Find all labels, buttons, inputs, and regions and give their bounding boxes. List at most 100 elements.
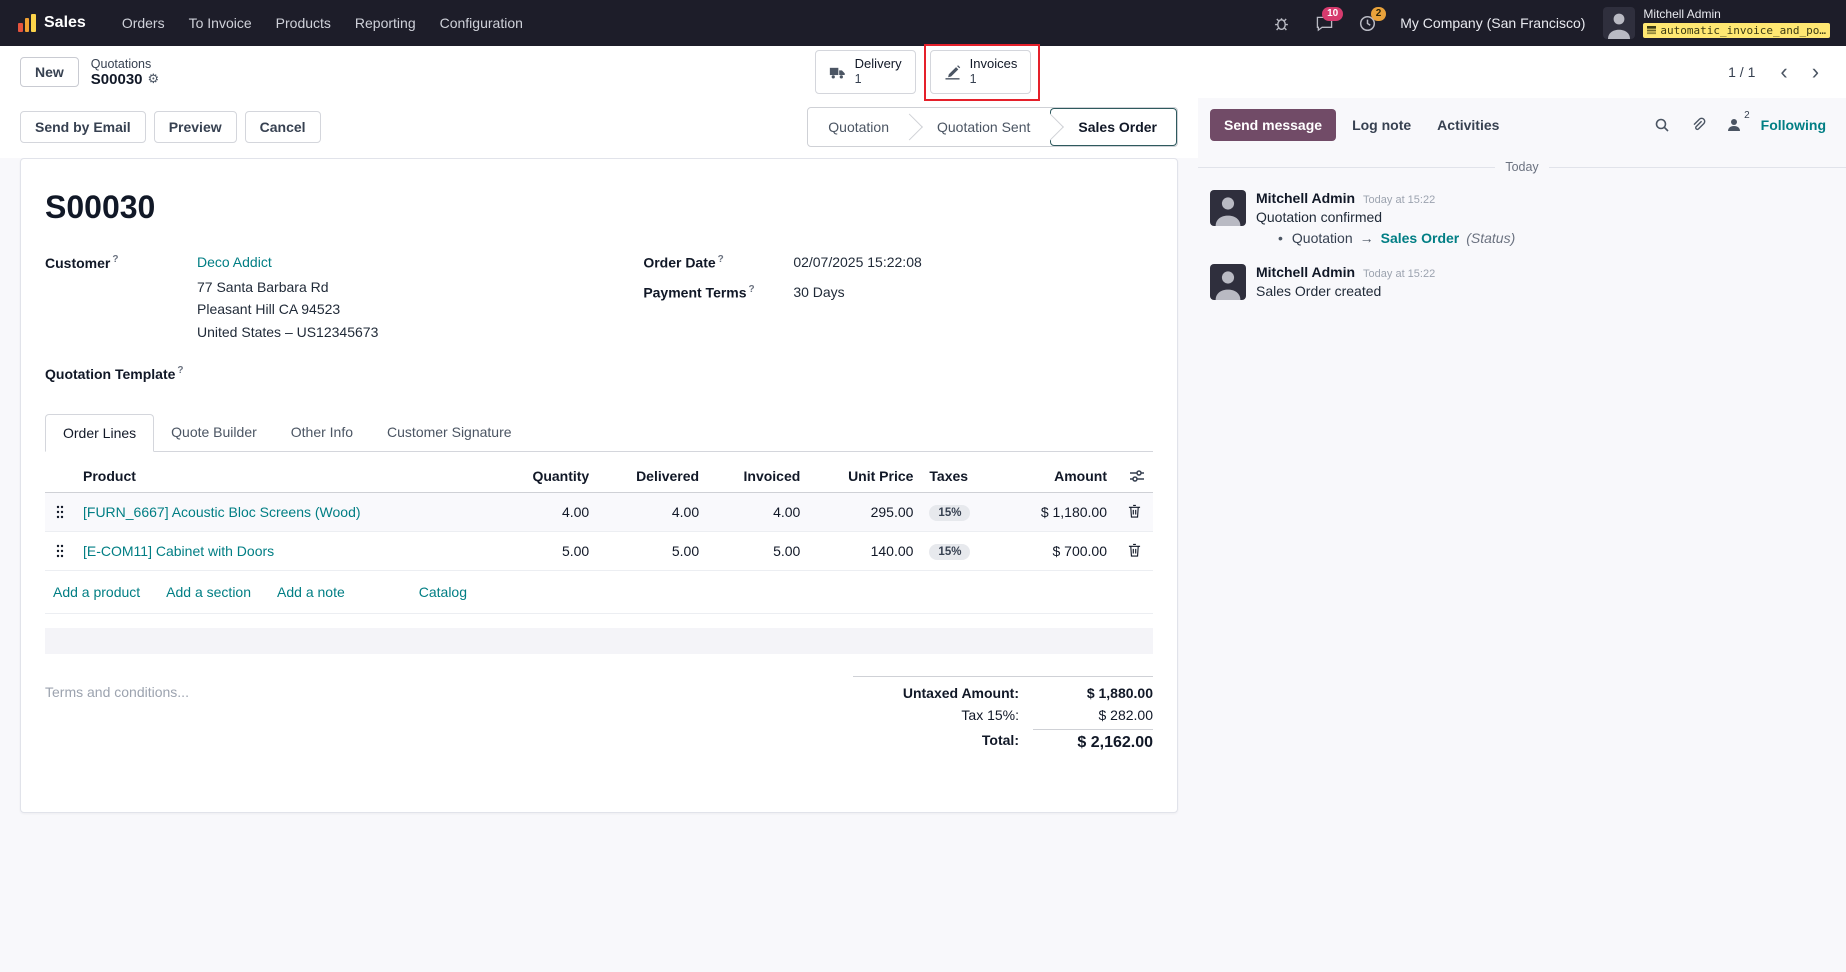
- tab-order-lines[interactable]: Order Lines: [45, 413, 155, 452]
- database-icon: [1647, 26, 1657, 35]
- pager-previous-icon[interactable]: ‹: [1780, 59, 1788, 84]
- drag-handle-icon[interactable]: [45, 531, 75, 571]
- cell-unit-price[interactable]: 295.00: [808, 492, 922, 532]
- message-time: Today at 15:22: [1363, 194, 1436, 206]
- send-message-button[interactable]: Send message: [1210, 109, 1337, 141]
- menu-products[interactable]: Products: [275, 15, 331, 31]
- arrow-right-icon: →: [1359, 230, 1374, 246]
- breadcrumb-quotations[interactable]: Quotations: [90, 56, 152, 71]
- delete-line-icon[interactable]: [1115, 492, 1153, 532]
- order-lines-table: Product Quantity Delivered Invoiced Unit…: [45, 459, 1153, 571]
- cell-amount: $ 1,180.00: [1000, 492, 1115, 532]
- search-messages-icon[interactable]: [1647, 113, 1677, 137]
- cell-invoiced[interactable]: 5.00: [707, 531, 809, 571]
- message-author[interactable]: Mitchell Admin: [1256, 264, 1356, 280]
- smart-button-invoices[interactable]: Invoices 1: [929, 50, 1032, 94]
- top-navbar: Sales Orders To Invoice Products Reporti…: [0, 0, 1846, 46]
- user-name: Mitchell Admin: [1643, 6, 1721, 21]
- customer-address: 77 Santa Barbara Rd Pleasant Hill CA 945…: [197, 279, 379, 340]
- pager-counter: 1 / 1: [1728, 64, 1756, 80]
- drag-handle-icon[interactable]: [45, 492, 75, 532]
- cell-delivered[interactable]: 5.00: [597, 531, 708, 571]
- add-note-link[interactable]: Add a note: [277, 583, 345, 600]
- tax-badge[interactable]: 15%: [929, 504, 971, 521]
- date-divider: Today: [1198, 152, 1846, 176]
- messages-icon[interactable]: 10: [1306, 6, 1344, 38]
- attachments-paperclip-icon[interactable]: [1683, 113, 1713, 137]
- status-sales-order[interactable]: Sales Order: [1050, 108, 1177, 146]
- app-name[interactable]: Sales: [44, 14, 86, 31]
- tab-other-info[interactable]: Other Info: [290, 423, 354, 440]
- table-row: [E-COM11] Cabinet with Doors 5.00 5.00 5…: [45, 531, 1153, 571]
- help-icon: ?: [177, 365, 184, 377]
- untaxed-amount-label: Untaxed Amount:: [902, 684, 1019, 701]
- chatter-message: Mitchell Admin Today at 15:22 Sales Orde…: [1198, 250, 1846, 304]
- messages-badge: 10: [1322, 6, 1344, 21]
- tracking-new-value[interactable]: Sales Order: [1380, 230, 1460, 246]
- terms-and-conditions-input[interactable]: Terms and conditions...: [45, 683, 189, 700]
- cell-quantity[interactable]: 4.00: [496, 492, 598, 532]
- avatar[interactable]: [1210, 264, 1246, 300]
- cell-quantity[interactable]: 5.00: [496, 531, 598, 571]
- status-quotation-sent[interactable]: Quotation Sent: [908, 108, 1051, 146]
- total-label: Total:: [981, 732, 1019, 749]
- message-author[interactable]: Mitchell Admin: [1256, 190, 1356, 206]
- gear-icon[interactable]: ⚙: [147, 71, 160, 86]
- activities-clock-icon[interactable]: 2: [1349, 6, 1387, 38]
- activities-badge: 2: [1370, 6, 1387, 21]
- send-by-email-button[interactable]: Send by Email: [20, 111, 146, 143]
- menu-reporting[interactable]: Reporting: [354, 15, 416, 31]
- company-switcher[interactable]: My Company (San Francisco): [1400, 15, 1586, 31]
- activities-button[interactable]: Activities: [1427, 109, 1509, 141]
- following-button[interactable]: Following: [1760, 117, 1826, 133]
- status-quotation[interactable]: Quotation: [808, 108, 909, 146]
- delete-line-icon[interactable]: [1115, 531, 1153, 571]
- tax-badge[interactable]: 15%: [929, 543, 971, 560]
- cell-amount: $ 700.00: [1000, 531, 1115, 571]
- help-icon: ?: [112, 254, 119, 265]
- debug-bug-icon[interactable]: [1263, 9, 1300, 38]
- truck-icon: [829, 67, 845, 79]
- tab-quote-builder[interactable]: Quote Builder: [171, 423, 257, 440]
- form-pane: Send by Email Preview Cancel Quotation Q…: [0, 98, 1198, 972]
- apps-menu-icon[interactable]: [16, 12, 38, 34]
- preview-button[interactable]: Preview: [153, 111, 237, 143]
- tab-customer-signature[interactable]: Customer Signature: [387, 423, 512, 440]
- empty-line-stripe: [45, 627, 1153, 654]
- help-icon: ?: [748, 283, 755, 295]
- user-avatar: [1603, 7, 1636, 39]
- menu-orders[interactable]: Orders: [121, 15, 165, 31]
- log-note-button[interactable]: Log note: [1342, 109, 1421, 141]
- payment-terms-value[interactable]: 30 Days: [793, 283, 845, 300]
- message-time: Today at 15:22: [1363, 268, 1436, 280]
- tracking-value: Quotation → Sales Order (Status): [1256, 230, 1826, 246]
- customer-link[interactable]: Deco Addict: [197, 254, 272, 270]
- help-icon: ?: [717, 254, 724, 265]
- pager-next-icon[interactable]: ›: [1811, 59, 1820, 84]
- smart-button-delivery[interactable]: Delivery 1: [814, 50, 916, 94]
- col-amount: Amount: [1000, 459, 1115, 493]
- optional-columns-icon[interactable]: [1129, 469, 1145, 483]
- user-menu[interactable]: Mitchell Admin automatic_invoice_and_po…: [1603, 7, 1830, 39]
- table-row: [FURN_6667] Acoustic Bloc Screens (Wood)…: [45, 492, 1153, 532]
- product-link[interactable]: [FURN_6667] Acoustic Bloc Screens (Wood): [83, 503, 361, 520]
- customer-label: Customer?: [45, 254, 119, 271]
- avatar[interactable]: [1210, 190, 1246, 226]
- col-unit-price: Unit Price: [808, 459, 922, 493]
- cell-invoiced[interactable]: 4.00: [707, 492, 809, 532]
- followers-icon[interactable]: 2: [1719, 110, 1750, 137]
- add-section-link[interactable]: Add a section: [166, 583, 252, 600]
- cancel-button[interactable]: Cancel: [244, 111, 321, 143]
- catalog-link[interactable]: Catalog: [418, 583, 468, 600]
- product-link[interactable]: [E-COM11] Cabinet with Doors: [83, 542, 275, 559]
- new-button[interactable]: New: [20, 57, 79, 87]
- cell-delivered[interactable]: 4.00: [597, 492, 708, 532]
- menu-to-invoice[interactable]: To Invoice: [188, 15, 252, 31]
- col-invoiced: Invoiced: [707, 459, 809, 493]
- cell-unit-price[interactable]: 140.00: [808, 531, 922, 571]
- breadcrumb: Quotations S00030 ⚙: [91, 57, 159, 88]
- database-name: automatic_invoice_and_po…: [1643, 23, 1830, 39]
- menu-configuration[interactable]: Configuration: [439, 15, 523, 31]
- add-product-link[interactable]: Add a product: [53, 583, 141, 600]
- order-date-value[interactable]: 02/07/2025 15:22:08: [793, 254, 922, 270]
